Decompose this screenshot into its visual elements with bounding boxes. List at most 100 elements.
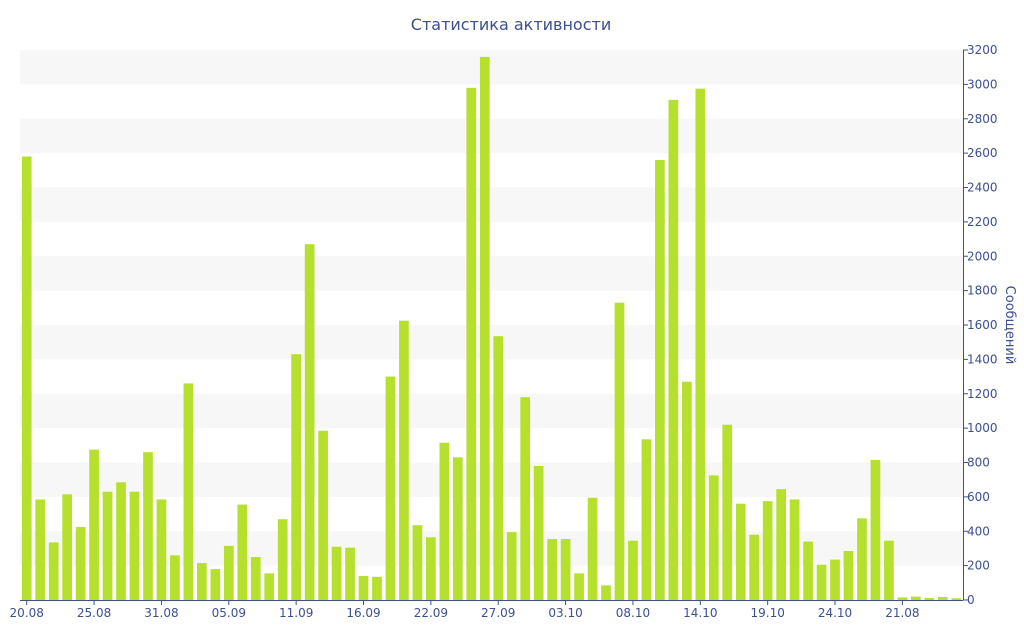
data-bar	[762, 501, 773, 600]
data-bar	[803, 541, 813, 600]
data-bar	[897, 597, 908, 600]
data-bar	[143, 452, 153, 600]
x-tick-label: 08.10	[616, 606, 650, 620]
data-bar	[937, 596, 948, 600]
data-bar	[870, 459, 881, 600]
y-tick-label: 0	[967, 593, 975, 607]
x-tick-label: 11.09	[279, 606, 313, 620]
y-tick-label: 3000	[967, 77, 998, 91]
data-bar	[264, 573, 275, 600]
x-tick-label: 25.08	[77, 606, 111, 620]
data-bar	[412, 525, 423, 600]
x-tick-label: 20.08	[10, 606, 44, 620]
data-bar	[601, 585, 611, 600]
chart-title: Статистика активности	[411, 15, 611, 34]
data-bar	[951, 598, 962, 600]
x-tick-label: 27.09	[481, 606, 515, 620]
data-bar	[277, 519, 288, 600]
y-tick-label: 2000	[967, 249, 998, 263]
data-bar	[857, 518, 867, 600]
data-bar	[170, 555, 180, 600]
grid-band	[20, 256, 963, 291]
data-bar	[816, 564, 827, 600]
data-bar	[749, 534, 760, 600]
grid-bands	[20, 50, 963, 566]
data-bar	[156, 499, 167, 600]
data-bar	[479, 56, 490, 601]
y-tick-label: 800	[967, 456, 990, 470]
data-bar	[439, 442, 450, 600]
data-bar	[547, 538, 557, 600]
data-bar	[655, 160, 665, 600]
y-tick-label: 1400	[967, 352, 998, 366]
data-bar	[884, 540, 894, 600]
data-bar	[399, 320, 409, 600]
y-tick-label: 1800	[967, 284, 998, 298]
data-bar	[331, 546, 342, 600]
data-bar	[560, 538, 571, 600]
data-bar	[48, 542, 59, 600]
data-bar	[668, 99, 679, 600]
data-bar	[924, 597, 935, 600]
data-bar	[722, 424, 733, 600]
x-tick-label: 24.10	[818, 606, 852, 620]
data-bar	[466, 87, 477, 600]
data-bar	[452, 457, 463, 600]
data-bar	[345, 547, 355, 600]
data-bar	[506, 532, 517, 600]
y-tick-label: 2400	[967, 181, 998, 195]
axes-group: 0 200 400 600 800 1000 1200 1400 1600 1800 2000 220…	[10, 43, 998, 620]
data-bar	[116, 482, 126, 600]
y-tick-label: 1600	[967, 318, 998, 332]
x-tick-label: 31.08	[144, 606, 178, 620]
x-tick-label: 21.08	[885, 606, 919, 620]
bars-group	[21, 56, 962, 601]
grid-band	[20, 118, 963, 154]
y-tick-label: 1000	[967, 421, 998, 435]
data-bar	[641, 439, 652, 600]
data-bar	[89, 449, 99, 600]
y-tick-label: 2800	[967, 112, 998, 126]
x-tick-label: 05.09	[212, 606, 246, 620]
data-bar	[587, 497, 598, 600]
data-bar	[223, 545, 234, 600]
data-bar	[291, 354, 302, 600]
data-bar	[681, 381, 692, 600]
x-tick-label: 03.10	[548, 606, 582, 620]
data-bar	[318, 430, 328, 600]
data-bar	[75, 526, 86, 600]
y-tick-label: 200	[967, 559, 990, 573]
y-tick-label: 2200	[967, 215, 998, 229]
grid-band	[20, 325, 963, 360]
data-bar	[21, 156, 32, 600]
data-bar	[520, 397, 531, 600]
data-bar	[210, 569, 221, 600]
data-bar	[776, 489, 786, 600]
grid-band	[20, 462, 963, 497]
data-bar	[493, 336, 504, 600]
data-bar	[614, 302, 625, 600]
grid-band	[20, 50, 963, 85]
data-bar	[843, 551, 854, 600]
data-bar	[358, 575, 369, 600]
data-bar	[695, 88, 706, 601]
data-bar	[830, 559, 840, 600]
data-bar	[197, 563, 207, 600]
y-tick-label: 400	[967, 524, 990, 538]
data-bar	[62, 494, 72, 600]
data-bar	[735, 503, 746, 600]
y-tick-label: 1200	[967, 387, 998, 401]
x-tick-label: 14.10	[683, 606, 717, 620]
grid-band	[20, 393, 963, 429]
data-bar	[628, 540, 638, 600]
x-tick-label: 22.09	[414, 606, 448, 620]
grid-band	[20, 187, 963, 222]
data-bar	[129, 491, 140, 600]
data-bar	[385, 376, 396, 600]
data-bar	[789, 499, 800, 600]
data-bar	[183, 383, 194, 600]
y-axis-title: Сообщений	[1002, 286, 1017, 365]
x-tick-label: 19.10	[750, 606, 784, 620]
data-bar	[35, 499, 46, 600]
